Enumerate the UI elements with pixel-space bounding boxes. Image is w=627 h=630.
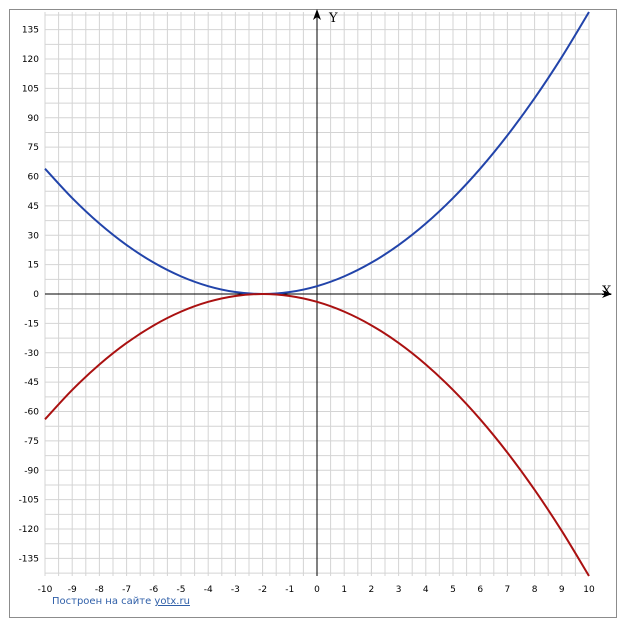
x-tick-label: -8 xyxy=(95,585,104,595)
x-tick-label: 10 xyxy=(583,585,595,595)
y-axis-arrow xyxy=(313,9,321,20)
x-tick-label: 4 xyxy=(423,585,429,595)
y-axis-label: Y xyxy=(328,11,338,26)
x-tick-label: 0 xyxy=(314,585,320,595)
x-axis-label: X xyxy=(602,284,612,299)
x-tick-label: -9 xyxy=(68,585,77,595)
x-tick-label: -7 xyxy=(122,585,131,595)
site-credit-text: Построен на сайте xyxy=(52,596,155,607)
tick-labels: -10 -9 -8 -7 -6 -5 -4 -3 -2 -1 0 1 2 3 4 5 6 7 8 9 10-135-12… xyxy=(19,26,595,595)
x-tick-label: 3 xyxy=(396,585,402,595)
series-line-1 xyxy=(44,11,590,296)
y-tick-label: -30 xyxy=(24,349,39,359)
y-tick-label: -120 xyxy=(19,525,40,535)
site-link[interactable]: yotx.ru xyxy=(154,596,190,607)
x-tick-label: 1 xyxy=(341,585,347,595)
x-tick-label: -3 xyxy=(231,585,240,595)
x-tick-label: 2 xyxy=(369,585,375,595)
x-tick-label: -5 xyxy=(177,585,186,595)
y-tick-label: -60 xyxy=(24,408,39,418)
y-tick-label: -90 xyxy=(24,466,39,476)
axes xyxy=(45,9,612,576)
site-credit: Построен на сайте yotx.ru xyxy=(52,596,190,607)
chart-frame xyxy=(9,9,617,618)
y-tick-label: -75 xyxy=(24,437,39,447)
series-line-2 xyxy=(44,292,590,577)
curves xyxy=(44,11,590,577)
x-tick-label: -6 xyxy=(149,585,158,595)
y-tick-label: 135 xyxy=(22,26,39,36)
x-tick-label: -1 xyxy=(285,585,294,595)
y-tick-label: 75 xyxy=(28,143,39,153)
x-tick-label: 9 xyxy=(559,585,565,595)
y-tick-label: 30 xyxy=(28,231,40,241)
y-tick-label: 45 xyxy=(28,202,39,212)
x-tick-label: 6 xyxy=(477,585,483,595)
x-tick-label: -4 xyxy=(204,585,213,595)
x-tick-label: 8 xyxy=(532,585,538,595)
y-tick-label: 90 xyxy=(28,114,40,124)
x-tick-label: 7 xyxy=(505,585,511,595)
y-tick-label: 60 xyxy=(28,173,40,183)
y-tick-label: -135 xyxy=(19,554,39,564)
y-tick-label: 120 xyxy=(22,55,39,65)
x-tick-label: 5 xyxy=(450,585,456,595)
y-tick-label: -15 xyxy=(24,319,39,329)
y-tick-label: -105 xyxy=(19,496,39,506)
y-tick-label: 15 xyxy=(28,261,39,271)
x-tick-label: -10 xyxy=(38,585,53,595)
y-tick-label: 105 xyxy=(22,84,39,94)
y-tick-label: -45 xyxy=(24,378,39,388)
x-axis-arrow xyxy=(602,290,612,298)
y-tick-label: 0 xyxy=(33,290,39,300)
x-tick-label: -2 xyxy=(258,585,267,595)
